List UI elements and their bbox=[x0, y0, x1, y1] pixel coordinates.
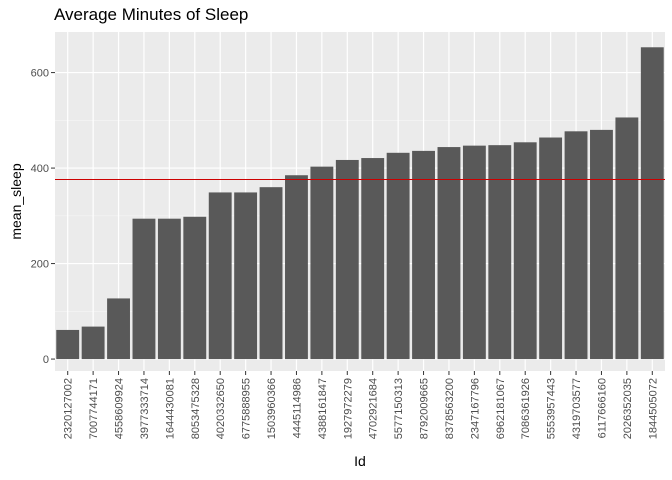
bar-7007744171 bbox=[81, 326, 105, 360]
x-tick-label: 4558609924 bbox=[114, 378, 126, 439]
bar-4020332650 bbox=[208, 192, 232, 360]
x-tick-label: 8792009665 bbox=[419, 378, 431, 439]
x-axis-title: Id bbox=[354, 453, 366, 469]
bar-4319703577 bbox=[564, 131, 588, 360]
bar-4558609924 bbox=[107, 298, 130, 360]
x-tick-label: 8053475328 bbox=[190, 378, 202, 439]
y-axis: 0 200 400 600 bbox=[31, 68, 55, 366]
bar-4445114986 bbox=[285, 175, 308, 360]
x-tick-label: 3977333714 bbox=[139, 378, 151, 439]
y-tick-label: 400 bbox=[31, 163, 49, 175]
x-tick-label: 4702921684 bbox=[368, 378, 380, 439]
y-tick-label: 600 bbox=[31, 68, 49, 80]
bar-1844505072 bbox=[640, 47, 664, 360]
x-tick-label: 4020332650 bbox=[215, 378, 227, 439]
x-tick-label: 2320127002 bbox=[63, 378, 75, 439]
x-tick-label: 1503960366 bbox=[266, 378, 278, 439]
x-tick-label: 2026352035 bbox=[622, 378, 634, 439]
x-tick-label: 4319703577 bbox=[571, 378, 583, 439]
x-tick-label: 7086361926 bbox=[520, 378, 532, 439]
x-tick-label: 2347167796 bbox=[469, 378, 481, 439]
x-tick-label: 4388161847 bbox=[317, 378, 329, 439]
x-tick-label: 7007744171 bbox=[88, 378, 100, 439]
x-tick-label: 5553957443 bbox=[546, 378, 558, 439]
x-tick-label: 6962181067 bbox=[495, 378, 507, 439]
y-tick-label: 200 bbox=[31, 259, 49, 271]
bars bbox=[56, 47, 664, 360]
y-axis-title: mean_sleep bbox=[8, 163, 24, 239]
bar-6962181067 bbox=[488, 145, 512, 360]
bar-8053475328 bbox=[183, 216, 207, 360]
bar-4388161847 bbox=[310, 166, 334, 360]
bar-7086361926 bbox=[513, 142, 537, 360]
bar-4702921684 bbox=[361, 158, 385, 360]
x-tick-label: 1644430081 bbox=[164, 378, 176, 439]
bar-5553957443 bbox=[539, 137, 563, 360]
x-tick-label: 1927972279 bbox=[342, 378, 354, 439]
x-tick-label: 1844505072 bbox=[647, 378, 659, 439]
bar-1644430081 bbox=[157, 218, 181, 360]
x-tick-label: 5577150313 bbox=[393, 378, 405, 439]
bar-1927972279 bbox=[335, 159, 359, 360]
bar-1503960366 bbox=[259, 187, 283, 360]
bar-6775888955 bbox=[234, 192, 258, 360]
bar-2347167796 bbox=[462, 145, 486, 360]
bar-8378563200 bbox=[437, 147, 461, 360]
x-tick-label: 6117666160 bbox=[596, 378, 608, 438]
y-tick-label: 0 bbox=[43, 354, 49, 366]
bar-5577150313 bbox=[386, 152, 410, 360]
x-tick-label: 4445114986 bbox=[291, 378, 303, 438]
plot-panel bbox=[55, 32, 665, 371]
x-tick-label: 8378563200 bbox=[444, 378, 456, 439]
bar-2320127002 bbox=[56, 329, 80, 360]
bar-2026352035 bbox=[615, 117, 639, 360]
bar-6117666160 bbox=[590, 129, 613, 360]
bar-3977333714 bbox=[132, 218, 156, 360]
bar-8792009665 bbox=[412, 150, 435, 360]
x-tick-label: 6775888955 bbox=[241, 378, 253, 439]
x-axis: 2320127002 7007744171 4558609924 3977333714… bbox=[63, 371, 659, 439]
chart-title: Average Minutes of Sleep bbox=[54, 5, 249, 24]
